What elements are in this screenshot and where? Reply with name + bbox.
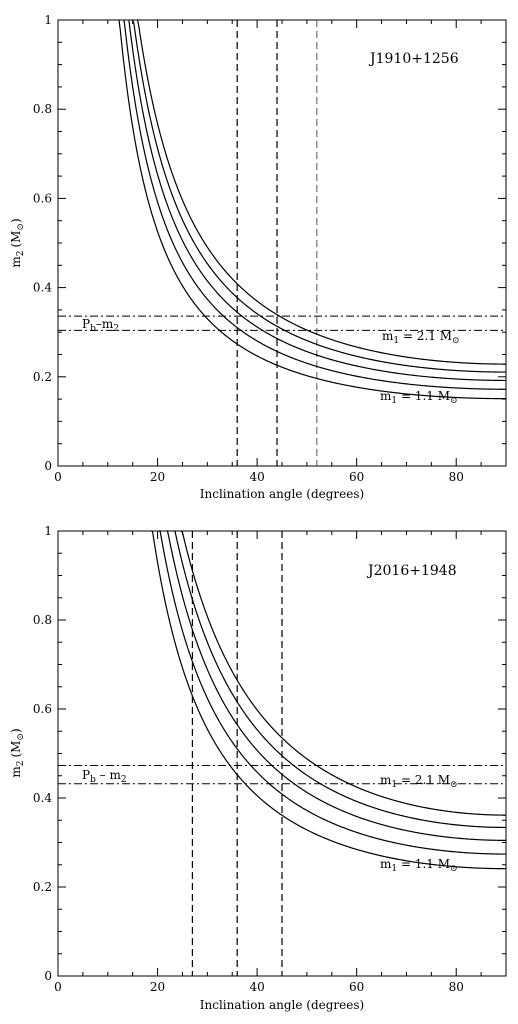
panel-bottom: 0 20 40 60 80 0 0.2 0.4 0.6 0.8 1 J2016+1948 Incl… [9,524,507,1012]
m1-high-label: m1 = 2.1 M⊙ [382,329,460,346]
vlines [236,20,318,466]
pb-main: P [82,768,90,782]
m1-low-label: m1 = 1.1 M⊙ [380,857,458,874]
m1-high-m: m [380,773,392,787]
y-axis-title: m2 (M⊙) [9,218,26,267]
mass-curve [173,530,506,829]
y-tick-label: 0.8 [33,613,52,627]
m1-high-sun: ⊙ [450,780,458,790]
m1-high-val: = 2.1 M [399,329,452,343]
y-title-unit-sub: ⊙ [16,733,26,741]
pb-main: P [82,317,90,331]
m1-low-sub: 1 [391,396,397,406]
vlines [191,531,283,976]
x-tick-label: 40 [249,980,264,994]
pb-m2-label: Pb–m2 [82,317,119,334]
y-tick-label: 0.2 [33,370,52,384]
y-tick-label: 0.4 [33,281,52,295]
m1-high-label: m1 = 2.1 M⊙ [380,773,458,790]
m1-high-m: m [382,329,394,343]
x-tick-label: 20 [150,470,165,484]
x-tick-label: 80 [449,470,464,484]
panel-top: 0 20 40 60 80 0 0.2 0.4 0.6 0.8 1 J1910+1256 Incl… [9,13,507,501]
x-ticks: 0 20 40 60 80 [54,20,507,484]
y-title-unit: (M [9,741,23,758]
m1-low-sub: 1 [391,864,397,874]
x-tick-label: 60 [349,980,364,994]
m1-high-sub: 1 [391,780,397,790]
y-ticks: 0 0.2 0.4 0.6 0.8 1 [33,13,506,473]
mass-curves [151,530,506,870]
m1-low-m: m [380,389,392,403]
mass-curve [128,20,506,382]
m1-low-val: = 1.1 M [397,857,450,871]
y-tick-label: 0.8 [33,102,52,116]
mass-curve [180,530,506,816]
mass-curve [123,19,507,390]
pb-sub2: 2 [113,324,119,334]
m1-high-val: = 2.1 M [397,773,450,787]
x-axis-title: Inclination angle (degrees) [200,487,364,501]
mass-curve [132,19,506,373]
mass-curve [151,530,506,870]
pb-sub: b [90,775,96,785]
y-title-close: ) [9,728,23,733]
y-tick-label: 0.6 [33,702,52,716]
y-title-close: ) [9,218,23,223]
y-title-sub: 2 [16,761,26,767]
y-title-m: m [9,256,23,268]
y-tick-label: 1 [44,524,52,538]
y-title-unit-sub: ⊙ [16,223,26,231]
pb-sub2: 2 [121,775,127,785]
mass-curve [166,530,506,841]
x-tick-label: 60 [349,470,364,484]
x-ticks: 0 20 40 60 80 [54,531,507,994]
m1-low-val: = 1.1 M [397,389,450,403]
m1-low-m: m [380,857,392,871]
x-tick-label: 80 [449,980,464,994]
y-title-unit: (M [9,231,23,248]
y-title-sub: 2 [16,251,26,257]
pb-sub: b [90,324,96,334]
x-tick-label: 40 [249,470,264,484]
y-title-m: m [9,766,23,778]
mass-curve [158,530,506,855]
y-tick-label: 0 [44,969,52,983]
pb-mid: –m [96,317,114,331]
mass-curve [118,19,506,400]
x-tick-label: 0 [54,980,62,994]
y-tick-label: 0.6 [33,191,52,205]
chart-title: J1910+1256 [368,51,459,67]
x-axis-title: Inclination angle (degrees) [200,998,364,1012]
m1-low-sun: ⊙ [450,864,458,874]
y-axis-title: m2 (M⊙) [9,728,26,777]
y-tick-label: 0.2 [33,880,52,894]
x-tick-label: 0 [54,470,62,484]
mass-curve [137,19,507,365]
chart-title: J2016+1948 [366,563,457,579]
m1-low-label: m1 = 1.1 M⊙ [380,389,458,406]
m1-low-sun: ⊙ [450,396,458,406]
y-tick-label: 0 [44,459,52,473]
y-ticks: 0 0.2 0.4 0.6 0.8 1 [33,524,506,983]
y-tick-label: 1 [44,13,52,27]
mass-curves [118,19,507,400]
m1-high-sub: 1 [393,336,399,346]
pb-m2-label: Pb – m2 [82,768,127,785]
hlines [58,315,506,331]
m1-high-sun: ⊙ [452,336,460,346]
pb-mid: – m [96,768,122,782]
y-tick-label: 0.4 [33,791,52,805]
x-tick-label: 20 [150,980,165,994]
